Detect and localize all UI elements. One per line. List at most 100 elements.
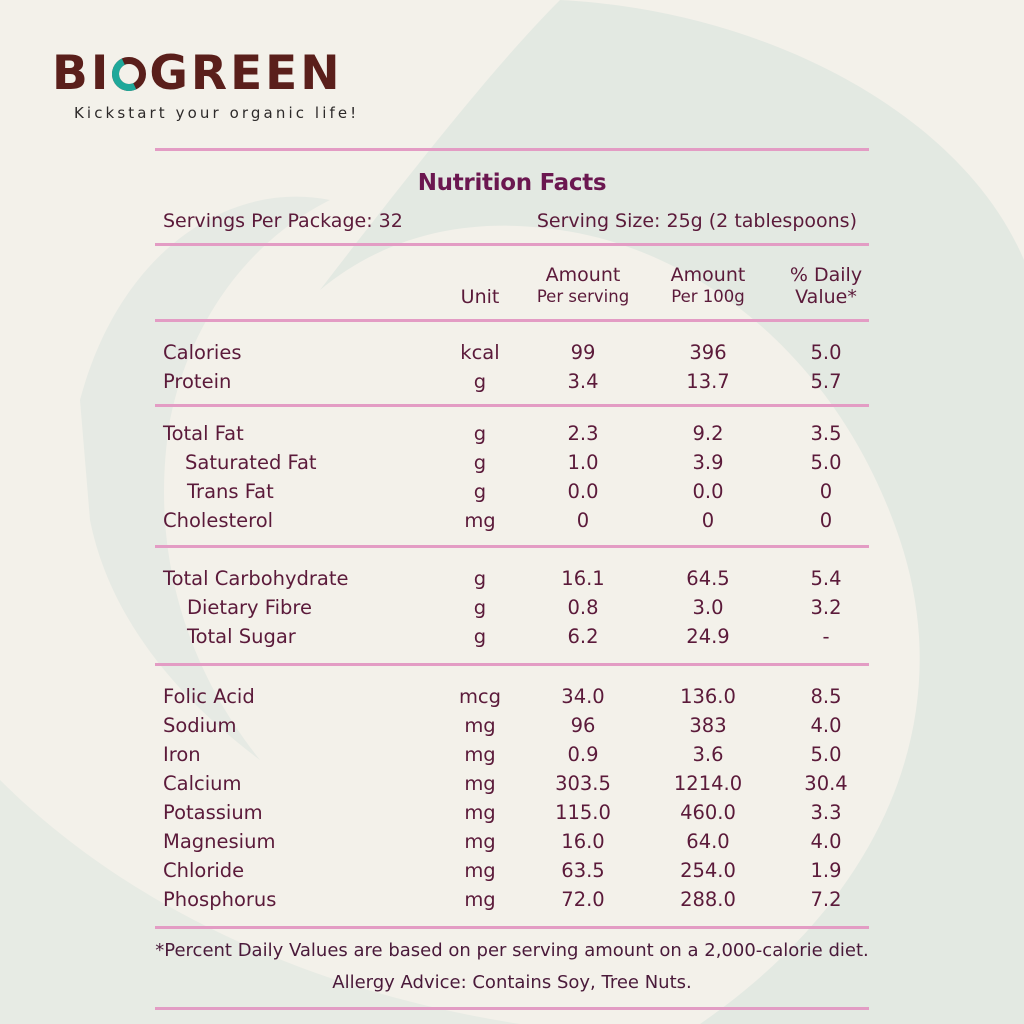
table-header: Unit Amount Per serving Amount Per 100g … bbox=[155, 246, 869, 319]
brand-name-suffix: GREEN bbox=[149, 46, 343, 101]
daily-value: 5.4 bbox=[810, 567, 842, 590]
daily-value: 30.4 bbox=[804, 772, 848, 795]
amount-per-serving: 34.0 bbox=[561, 685, 605, 708]
daily-value: 5.0 bbox=[810, 341, 842, 364]
panel-title: Nutrition Facts bbox=[417, 170, 607, 196]
nutrient-row: Folic Acid mcg 34.0 136.0 8.5 bbox=[155, 682, 869, 711]
amount-per-serving: 0.0 bbox=[567, 480, 599, 503]
divider bbox=[155, 663, 869, 666]
nutrient-name: Chloride bbox=[163, 859, 245, 882]
amount-per-serving: 16.1 bbox=[561, 567, 605, 590]
amount-per-100g: 288.0 bbox=[680, 888, 736, 911]
header-per-100g: Amount Per 100g bbox=[648, 264, 768, 308]
nutrient-name: Folic Acid bbox=[163, 685, 255, 708]
nutrient-unit: mg bbox=[464, 888, 496, 911]
header-per-100g-line1: Amount bbox=[670, 264, 746, 286]
header-per-100g-line2: Per 100g bbox=[671, 287, 745, 306]
nutrient-row: Total Carbohydrate g 16.1 64.5 5.4 bbox=[155, 564, 869, 593]
daily-value: 0 bbox=[819, 480, 833, 503]
daily-value: - bbox=[822, 625, 830, 648]
nutrient-unit: g bbox=[473, 422, 487, 445]
header-per-serving: Amount Per serving bbox=[523, 264, 643, 308]
nutrient-unit: g bbox=[473, 480, 487, 503]
nutrient-name: Total Sugar bbox=[187, 625, 296, 648]
amount-per-serving: 99 bbox=[570, 341, 596, 364]
amount-per-serving: 96 bbox=[570, 714, 596, 737]
amount-per-100g: 64.5 bbox=[686, 567, 730, 590]
serving-size: Serving Size: 25g (2 tablespoons) bbox=[536, 210, 857, 232]
daily-value: 3.2 bbox=[810, 596, 842, 619]
nutrient-name: Phosphorus bbox=[163, 888, 277, 911]
header-dv-line1: % Daily bbox=[789, 264, 863, 286]
amount-per-100g: 3.9 bbox=[692, 451, 724, 474]
daily-value: 1.9 bbox=[810, 859, 842, 882]
serving-info: Servings Per Package: 32 Serving Size: 2… bbox=[155, 203, 869, 243]
daily-value: 7.2 bbox=[810, 888, 842, 911]
nutrient-name: Calcium bbox=[163, 772, 242, 795]
header-daily-value: % Daily Value* bbox=[766, 264, 886, 308]
daily-value: 5.7 bbox=[810, 370, 842, 393]
nutrition-facts-panel: Nutrition Facts Servings Per Package: 32… bbox=[155, 148, 869, 1010]
divider bbox=[155, 545, 869, 548]
servings-per-package: Servings Per Package: 32 bbox=[163, 210, 403, 232]
nutrient-unit: g bbox=[473, 451, 487, 474]
amount-per-100g: 24.9 bbox=[686, 625, 730, 648]
divider bbox=[155, 243, 869, 246]
amount-per-serving: 72.0 bbox=[561, 888, 605, 911]
amount-per-100g: 383 bbox=[689, 714, 727, 737]
footnote: *Percent Daily Values are based on per s… bbox=[155, 940, 869, 961]
amount-per-100g: 64.0 bbox=[686, 830, 730, 853]
nutrient-unit: g bbox=[473, 370, 487, 393]
nutrient-row: Magnesium mg 16.0 64.0 4.0 bbox=[155, 827, 869, 856]
nutrient-name: Total Fat bbox=[163, 422, 244, 445]
nutrient-name: Sodium bbox=[163, 714, 237, 737]
brand-tagline: Kickstart your organic life! bbox=[74, 104, 360, 122]
amount-per-100g: 3.0 bbox=[692, 596, 724, 619]
nutrient-unit: mg bbox=[464, 859, 496, 882]
nutrient-row: Chloride mg 63.5 254.0 1.9 bbox=[155, 856, 869, 885]
amount-per-serving: 63.5 bbox=[561, 859, 605, 882]
nutrient-section: Folic Acid mcg 34.0 136.0 8.5 Sodium mg 96 383 4.… bbox=[155, 666, 869, 926]
nutrient-row: Total Fat g 2.3 9.2 3.5 bbox=[155, 419, 869, 448]
divider bbox=[155, 319, 869, 322]
nutrient-unit: mg bbox=[464, 714, 496, 737]
daily-value: 4.0 bbox=[810, 830, 842, 853]
nutrient-row: Cholesterol mg 0 0 0 bbox=[155, 506, 869, 535]
nutrient-row: Iron mg 0.9 3.6 5.0 bbox=[155, 740, 869, 769]
nutrient-unit: mcg bbox=[458, 685, 502, 708]
nutrient-unit: mg bbox=[464, 801, 496, 824]
amount-per-100g: 0 bbox=[701, 509, 715, 532]
nutrient-name: Magnesium bbox=[163, 830, 276, 853]
nutrient-row: Total Sugar g 6.2 24.9 - bbox=[155, 622, 869, 651]
nutrient-row: Phosphorus mg 72.0 288.0 7.2 bbox=[155, 885, 869, 914]
daily-value: 8.5 bbox=[810, 685, 842, 708]
daily-value: 0 bbox=[819, 509, 833, 532]
amount-per-100g: 1214.0 bbox=[673, 772, 743, 795]
amount-per-100g: 460.0 bbox=[680, 801, 736, 824]
nutrient-unit: g bbox=[473, 596, 487, 619]
amount-per-100g: 13.7 bbox=[686, 370, 730, 393]
amount-per-serving: 16.0 bbox=[561, 830, 605, 853]
daily-value: 5.0 bbox=[810, 743, 842, 766]
nutrient-name: Saturated Fat bbox=[185, 451, 317, 474]
nutrient-unit: mg bbox=[464, 772, 496, 795]
nutrient-sections: Calories kcal 99 396 5.0 Protein g 3.4 13.7 5.7 To… bbox=[155, 322, 869, 929]
daily-value: 3.5 bbox=[810, 422, 842, 445]
nutrient-unit: g bbox=[473, 625, 487, 648]
header-unit: Unit bbox=[460, 286, 500, 308]
nutrient-name: Protein bbox=[163, 370, 232, 393]
header-per-serving-line1: Amount bbox=[545, 264, 621, 286]
nutrient-name: Iron bbox=[163, 743, 201, 766]
amount-per-100g: 396 bbox=[689, 341, 727, 364]
nutrient-unit: g bbox=[473, 567, 487, 590]
amount-per-serving: 303.5 bbox=[555, 772, 611, 795]
divider bbox=[155, 1007, 869, 1010]
nutrient-row: Trans Fat g 0.0 0.0 0 bbox=[155, 477, 869, 506]
amount-per-100g: 254.0 bbox=[680, 859, 736, 882]
nutrient-row: Calories kcal 99 396 5.0 bbox=[155, 338, 869, 367]
nutrient-name: Total Carbohydrate bbox=[163, 567, 349, 590]
nutrient-name: Calories bbox=[163, 341, 242, 364]
nutrient-unit: mg bbox=[464, 743, 496, 766]
allergy-advice: Allergy Advice: Contains Soy, Tree Nuts. bbox=[332, 972, 692, 993]
